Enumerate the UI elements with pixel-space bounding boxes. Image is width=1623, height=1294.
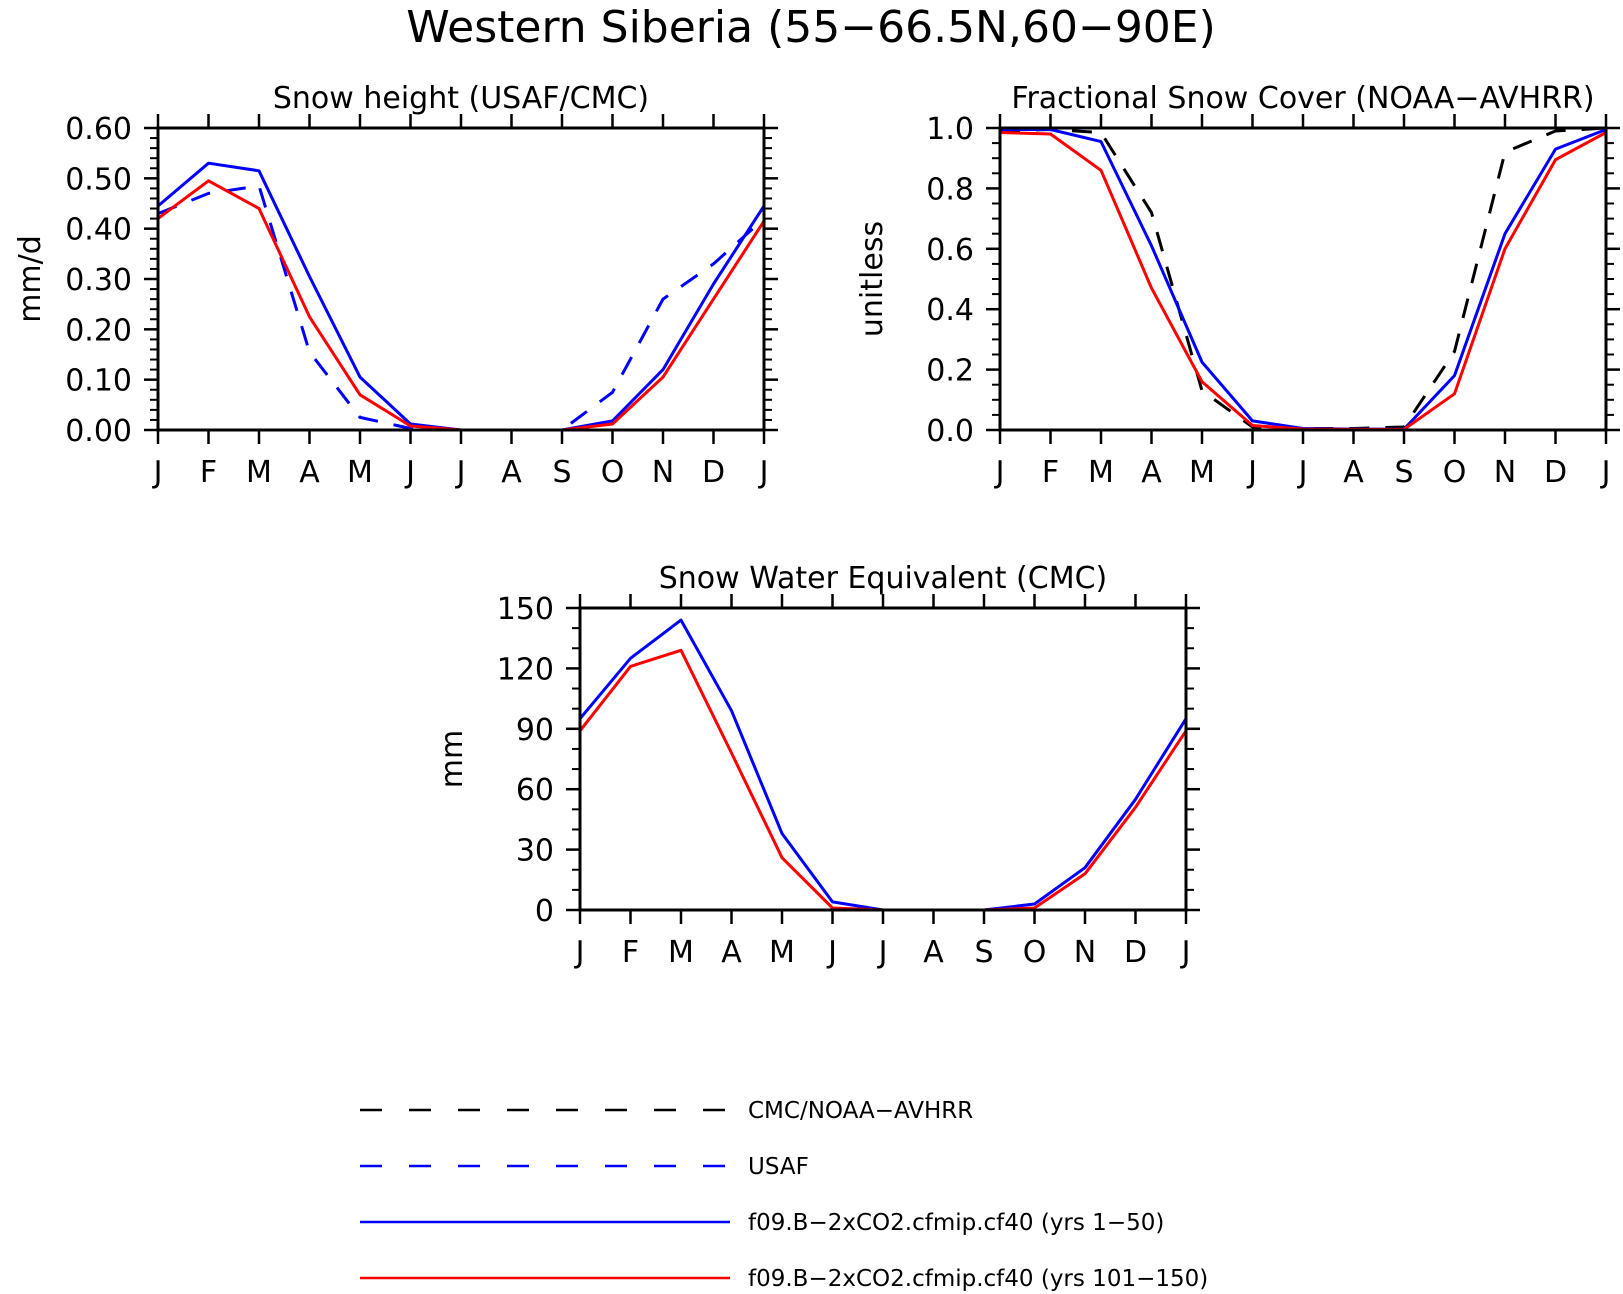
y-tick-label: 0.30 [65,263,132,298]
legend-label: USAF [748,1154,809,1180]
y-axis-label: mm/d [13,235,48,323]
x-tick-label: A [1141,455,1162,490]
y-tick-label: 0.6 [926,233,974,268]
x-tick-label: S [974,935,993,970]
x-tick-label: J [152,455,163,490]
x-tick-label: A [721,935,742,970]
x-tick-label: J [826,935,837,970]
series-line-obs [999,126,1607,430]
x-tick-label: S [552,455,571,490]
y-tick-label: 0.40 [65,213,132,248]
legend-item-run2: f09.B−2xCO2.cfmip.cf40 (yrs 101−150) [360,1266,1208,1292]
legend-item-obs: CMC/NOAA−AVHRR [360,1098,973,1124]
series-line-run1 [1000,128,1607,431]
series-line-run2 [157,179,766,432]
plot-frame [578,606,1188,912]
x-tick-label: M [347,455,373,490]
x-tick-label: J [574,935,585,970]
x-tick-label: J [1246,455,1257,490]
y-tick-label: 0 [535,894,554,929]
series-line-run2 [999,131,1607,431]
y-tick-label: 0.2 [926,354,974,389]
plot-frame [156,126,766,432]
panel-1: Snow height (USAF/CMC)mm/dJ F M A M J J A S O N D J0… [13,81,778,490]
x-tick-label: M [1088,455,1114,490]
x-tick-label: O [1443,455,1467,490]
y-tick-label: 0.10 [65,364,132,399]
x-tick-label: J [1600,455,1611,490]
x-tick-label: M [769,935,795,970]
panel-title: Fractional Snow Cover (NOAA−AVHRR) [1011,81,1594,116]
y-tick-label: 120 [497,652,554,687]
series-line-usaf [157,184,766,432]
x-tick-label: J [1180,935,1191,970]
x-tick-label: N [652,455,674,490]
panel-3: Snow Water Equivalent (CMC)mmJ F M A M J J A S O N… [435,561,1200,970]
y-tick-label: 0.60 [65,112,132,147]
x-tick-label: D [702,455,725,490]
x-tick-label: A [299,455,320,490]
y-tick-label: 0.20 [65,313,132,348]
panel-2: Fractional Snow Cover (NOAA−AVHRR) unitle… [855,81,1620,490]
y-tick-label: 150 [497,592,554,627]
panels: Snow height (USAF/CMC)mm/dJ F M A M J J A S O N D J0… [13,81,1620,970]
x-tick-label: N [1494,455,1516,490]
x-tick-label: J [1297,455,1308,490]
x-tick-label: F [200,455,217,490]
figure-title: Western Siberia (55−66.5N,60−90E) [406,2,1216,53]
y-axis-label: mm [435,730,470,788]
x-tick-label: M [1189,455,1215,490]
y-tick-label: 0.00 [65,414,132,449]
x-tick-label: J [404,455,415,490]
x-tick-label: A [501,455,522,490]
x-tick-label: S [1394,455,1413,490]
x-tick-label: A [1343,455,1364,490]
y-tick-label: 0.50 [65,162,132,197]
series-line-run2 [578,648,1188,912]
y-tick-label: 0.0 [926,414,974,449]
y-tick-label: 30 [516,834,554,869]
x-tick-label: M [668,935,694,970]
y-tick-label: 1.0 [926,112,974,147]
y-tick-label: 0.8 [926,172,974,207]
x-tick-label: D [1544,455,1567,490]
x-tick-label: J [994,455,1005,490]
legend-label: f09.B−2xCO2.cfmip.cf40 (yrs 1−50) [748,1210,1164,1236]
y-tick-label: 90 [516,713,554,748]
x-tick-label: N [1074,935,1096,970]
legend-item-usaf: USAF [360,1154,809,1180]
legend-label: f09.B−2xCO2.cfmip.cf40 (yrs 101−150) [748,1266,1208,1292]
x-tick-label: D [1124,935,1147,970]
plot-frame [998,126,1608,432]
y-axis-label: unitless [855,221,890,337]
series-line-run1 [578,618,1188,912]
x-tick-label: O [1023,935,1047,970]
x-tick-label: O [601,455,625,490]
x-tick-label: J [455,455,466,490]
y-tick-label: 0.4 [926,293,974,328]
legend: CMC/NOAA−AVHRR USAF f09.B−2xCO2.cfmip.cf40… [360,1098,1208,1292]
legend-label: CMC/NOAA−AVHRR [748,1098,973,1124]
x-tick-label: J [758,455,769,490]
panel-title: Snow height (USAF/CMC) [273,81,649,116]
x-tick-label: J [877,935,888,970]
panel-title: Snow Water Equivalent (CMC) [659,561,1107,596]
y-tick-label: 60 [516,773,554,808]
x-tick-label: A [923,935,944,970]
x-tick-label: F [1042,455,1059,490]
legend-item-run1: f09.B−2xCO2.cfmip.cf40 (yrs 1−50) [360,1210,1164,1236]
x-tick-label: M [246,455,272,490]
x-tick-label: F [622,935,639,970]
